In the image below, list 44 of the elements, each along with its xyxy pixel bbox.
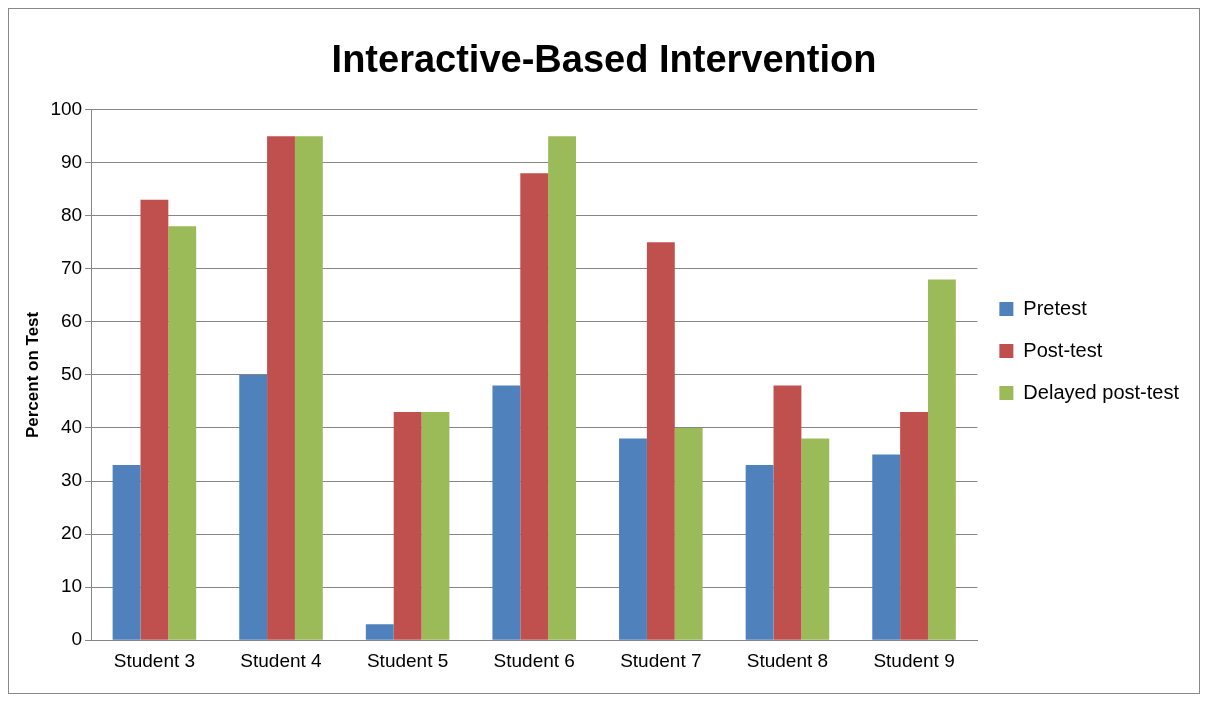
bar [239, 374, 268, 640]
y-tick-label: 100 [50, 97, 83, 119]
bar [421, 412, 450, 640]
y-tick-label: 20 [60, 522, 83, 544]
bar [548, 136, 577, 640]
y-tick-label: 30 [60, 469, 83, 491]
y-tick-label: 80 [60, 203, 83, 225]
bar [267, 136, 295, 640]
y-axis-title: Percent on Test [22, 311, 42, 439]
bar [140, 199, 169, 640]
chart-title: Interactive-Based Intervention [331, 38, 877, 81]
bar [294, 136, 323, 640]
bar [393, 412, 422, 640]
bar [112, 465, 141, 640]
bar [646, 242, 675, 640]
bar [927, 279, 956, 640]
legend-label: Post-test [1023, 338, 1103, 361]
y-tick-label: 40 [60, 416, 83, 438]
bar [872, 454, 901, 640]
x-tick-label: Student 8 [746, 649, 829, 671]
x-tick-label: Student 9 [873, 649, 955, 671]
bar [900, 412, 928, 640]
bar [619, 438, 647, 640]
bar [745, 465, 774, 640]
legend-label: Pretest [1023, 296, 1088, 319]
y-tick-label: 90 [60, 150, 83, 172]
bar [674, 427, 703, 640]
x-tick-label: Student 3 [113, 649, 196, 671]
y-tick-label: 0 [71, 628, 83, 650]
bar [492, 385, 521, 640]
y-tick-label: 50 [60, 363, 83, 385]
x-tick-label: Student 4 [240, 649, 323, 671]
bar [365, 624, 394, 640]
y-tick-label: 60 [60, 310, 83, 332]
bar [773, 385, 802, 640]
bar [520, 173, 549, 640]
x-tick-label: Student 6 [493, 649, 575, 671]
legend-label: Delayed post-test [1023, 380, 1180, 403]
x-tick-label: Student 7 [620, 649, 702, 671]
y-tick-label: 10 [60, 575, 83, 597]
y-tick-label: 70 [60, 257, 83, 279]
bar [168, 226, 197, 640]
x-tick-label: Student 5 [366, 649, 449, 671]
bar [801, 438, 830, 640]
